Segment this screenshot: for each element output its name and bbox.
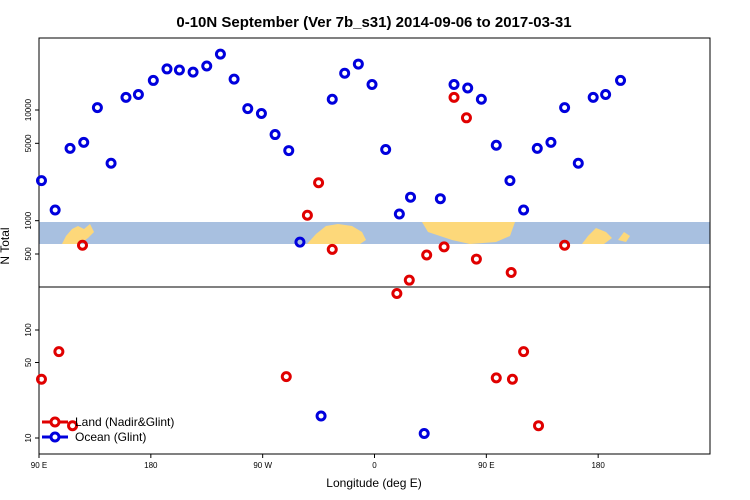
y-upper-tick-label: 5000 (24, 134, 33, 152)
ocean-point (294, 236, 306, 248)
ocean-point (380, 143, 392, 155)
y-lower-tick-label: 10 (24, 433, 33, 442)
ocean-point (255, 107, 267, 119)
ocean-point (326, 93, 338, 105)
ocean-point (504, 175, 516, 187)
world-map-band (39, 222, 710, 244)
ocean-point (518, 204, 530, 216)
ocean-point (405, 191, 417, 203)
land-point (53, 346, 65, 358)
ocean-point (214, 48, 226, 60)
plot-frame (38, 37, 711, 455)
ocean-point (434, 193, 446, 205)
land-point (391, 287, 403, 299)
land-point (326, 243, 338, 255)
y-lower-tick-label: 50 (24, 358, 33, 367)
y-upper-tick-label: 500 (24, 247, 33, 261)
y-lower-tick-label: 100 (24, 323, 33, 337)
x-axis-label: Longitude (deg E) (326, 476, 421, 490)
legend-label-land: Land (Nadir&Glint) (75, 415, 174, 429)
land-point (505, 267, 517, 279)
ocean-point (64, 142, 76, 154)
ocean-point (132, 89, 144, 101)
ocean-point (105, 157, 117, 169)
axes: 90 E 180 90 W 0 90 E 180 500 1000 5000 10000 10 50 1… (24, 98, 605, 470)
ocean-point (91, 102, 103, 114)
map-landmass (582, 228, 612, 244)
ocean-point (559, 102, 571, 114)
ocean-point (490, 139, 502, 151)
land-point (313, 177, 325, 189)
land-point (35, 373, 47, 385)
ocean-point (366, 78, 378, 90)
ocean-point (283, 145, 295, 157)
ocean-point (78, 136, 90, 148)
ocean-point (462, 82, 474, 94)
ocean-point (393, 208, 405, 220)
ocean-point (35, 175, 47, 187)
land-point (280, 371, 292, 383)
chart-title: 0-10N September (Ver 7b_s31) 2014-09-06 … (176, 14, 571, 31)
land-point (76, 239, 88, 251)
ocean-point (147, 74, 159, 86)
x-tick-label: 180 (591, 461, 605, 470)
ocean-point (269, 129, 281, 141)
map-landmass (307, 224, 366, 244)
ocean-point (173, 64, 185, 76)
ocean-point (315, 410, 327, 422)
land-point (421, 249, 433, 261)
map-landmass (328, 238, 360, 244)
land-point (470, 253, 482, 265)
legend: Land (Nadir&Glint) Ocean (Glint) (42, 415, 174, 444)
x-tick-label: 180 (144, 461, 158, 470)
ocean-point (352, 58, 364, 70)
map-water (39, 222, 710, 244)
land-point (448, 91, 460, 103)
ocean-point (600, 89, 612, 101)
map-landmass (62, 224, 94, 244)
ocean-point (587, 91, 599, 103)
land-point (301, 209, 313, 221)
map-landmass (422, 222, 515, 244)
ocean-point (448, 78, 460, 90)
land-point (490, 372, 502, 384)
land-point (438, 241, 450, 253)
data-points (35, 48, 627, 440)
ocean-point (228, 73, 240, 85)
y-upper-tick-label: 10000 (24, 98, 33, 121)
land-point (518, 346, 530, 358)
legend-marker-land (49, 416, 61, 428)
y-axis-label: N Total (0, 227, 12, 264)
land-point (559, 239, 571, 251)
ocean-point (475, 93, 487, 105)
land-point (460, 112, 472, 124)
x-tick-label: 0 (372, 461, 377, 470)
legend-label-ocean: Ocean (Glint) (75, 430, 146, 444)
ocean-point (572, 157, 584, 169)
legend-marker-ocean (49, 431, 61, 443)
land-point (533, 420, 545, 432)
map-landmass (618, 232, 630, 242)
y-upper-tick-label: 1000 (24, 211, 33, 229)
ocean-point (339, 67, 351, 79)
ocean-point (242, 103, 254, 115)
ocean-point (545, 136, 557, 148)
land-point (67, 420, 79, 432)
ocean-point (161, 63, 173, 75)
land-point (506, 373, 518, 385)
x-tick-label: 90 E (478, 461, 494, 470)
x-tick-label: 90 W (253, 461, 272, 470)
land-point (403, 274, 415, 286)
ocean-point (120, 91, 132, 103)
ocean-point (531, 142, 543, 154)
ocean-point (418, 428, 430, 440)
x-tick-label: 90 E (31, 461, 47, 470)
ocean-point (615, 74, 627, 86)
ocean-point (201, 60, 213, 72)
ocean-point (49, 204, 61, 216)
ocean-point (187, 66, 199, 78)
